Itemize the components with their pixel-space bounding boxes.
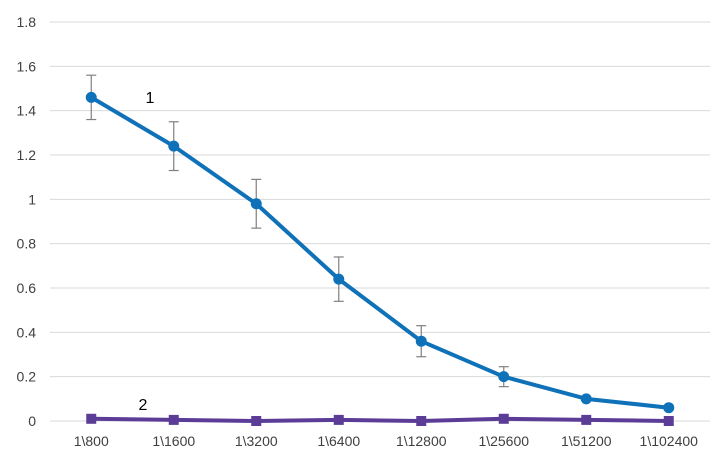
data-point [663,416,674,426]
series-2-label: 2 [139,397,148,414]
y-tick-label: 0.6 [17,280,37,296]
data-point [581,414,592,425]
x-tick-label: 1\102400 [640,433,699,449]
series-2 [86,413,674,426]
series-1-label: 1 [146,90,155,107]
data-point [168,140,180,152]
series-line [91,416,669,423]
y-tick-label: 1 [28,191,36,207]
y-axis-ticks: 0 0.2 0.4 0.6 0.8 1 1.2 1.4 1.6 1.8 [17,14,37,429]
data-point [86,413,97,424]
y-tick-label: 1.2 [17,147,37,163]
y-tick-label: 1.4 [17,103,37,119]
x-axis-ticks: 1\800 1\1600 1\3200 1\6400 1\12800 1\25600 1\5… [74,433,698,449]
data-point [250,198,262,210]
data-point [498,371,510,383]
y-tick-label: 0.2 [17,369,37,385]
y-tick-label: 0 [28,413,36,429]
data-point [333,273,345,285]
series-group: 12 [85,74,675,426]
data-point [580,393,592,405]
data-point [333,414,344,425]
x-tick-label: 1\51200 [561,433,612,449]
y-tick-label: 0.4 [17,324,37,340]
y-tick-label: 0.8 [17,236,37,252]
data-point [415,335,427,347]
data-point [251,416,262,426]
gridlines [50,21,710,422]
x-tick-label: 1\12800 [396,433,447,449]
series-1 [85,74,675,414]
x-tick-label: 1\3200 [235,433,278,449]
y-tick-label: 1.8 [17,14,37,30]
data-point [663,402,675,414]
x-tick-label: 1\800 [74,433,109,449]
y-tick-label: 1.6 [17,58,37,74]
data-point [168,414,179,425]
data-point [498,413,509,424]
data-point [85,91,97,103]
data-point [416,416,427,426]
x-tick-label: 1\1600 [152,433,195,449]
series-line [90,95,669,410]
x-tick-label: 1\6400 [317,433,360,449]
x-tick-label: 1\25600 [478,433,529,449]
